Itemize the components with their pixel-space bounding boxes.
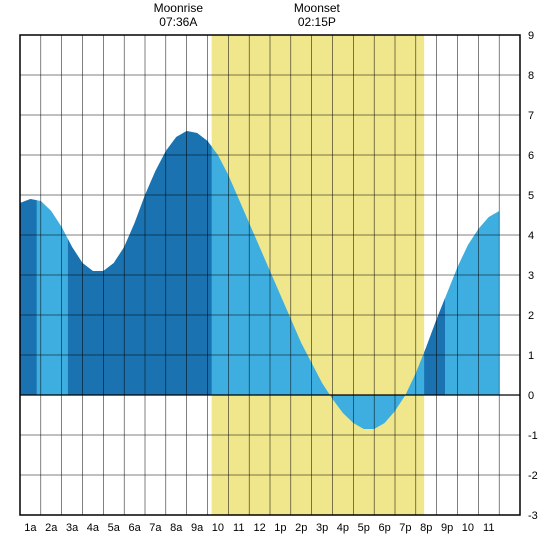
y-tick-label: 3	[528, 270, 534, 282]
x-tick-label: 1p	[274, 522, 286, 534]
y-tick-label: -2	[528, 470, 538, 482]
y-tick-label: 1	[528, 350, 534, 362]
x-tick-label: 5a	[108, 522, 121, 534]
x-tick-label: 9a	[191, 522, 204, 534]
y-tick-label: 5	[528, 190, 534, 202]
moonrise-label: Moonrise	[154, 1, 204, 15]
tide-chart: -3-2-101234567891a2a3a4a5a6a7a8a9a101112…	[0, 0, 550, 550]
x-tick-label: 7p	[399, 522, 411, 534]
x-tick-label: 11	[483, 522, 494, 534]
x-tick-label: 6a	[128, 522, 141, 534]
x-tick-label: 12	[253, 522, 265, 534]
x-tick-label: 2a	[45, 522, 58, 534]
x-tick-label: 8p	[420, 522, 432, 534]
moonset-time: 02:15P	[298, 15, 336, 29]
x-tick-label: 5p	[358, 522, 370, 534]
y-tick-label: -1	[528, 430, 538, 442]
x-tick-label: 11	[233, 522, 244, 534]
x-tick-label: 2p	[295, 522, 307, 534]
x-tick-label: 1a	[24, 522, 37, 534]
y-tick-label: -3	[528, 510, 538, 522]
x-tick-label: 4a	[87, 522, 100, 534]
y-tick-label: 8	[528, 70, 534, 82]
y-tick-label: 7	[528, 110, 534, 122]
y-tick-label: 0	[528, 390, 534, 402]
x-tick-label: 7a	[149, 522, 162, 534]
x-tick-label: 9p	[441, 522, 453, 534]
chart-svg: -3-2-101234567891a2a3a4a5a6a7a8a9a101112…	[0, 0, 550, 550]
x-tick-label: 8a	[170, 522, 183, 534]
x-tick-label: 4p	[337, 522, 349, 534]
y-tick-label: 2	[528, 310, 534, 322]
y-tick-label: 4	[528, 230, 534, 242]
x-tick-label: 3a	[66, 522, 79, 534]
x-tick-label: 10	[212, 522, 224, 534]
tide-area-dark-0	[20, 199, 37, 395]
x-tick-label: 10	[462, 522, 474, 534]
moonrise-time: 07:36A	[159, 15, 197, 29]
x-tick-label: 3p	[316, 522, 328, 534]
y-tick-label: 6	[528, 150, 534, 162]
moonset-label: Moonset	[294, 1, 341, 15]
y-tick-label: 9	[528, 30, 534, 42]
x-tick-label: 6p	[378, 522, 390, 534]
